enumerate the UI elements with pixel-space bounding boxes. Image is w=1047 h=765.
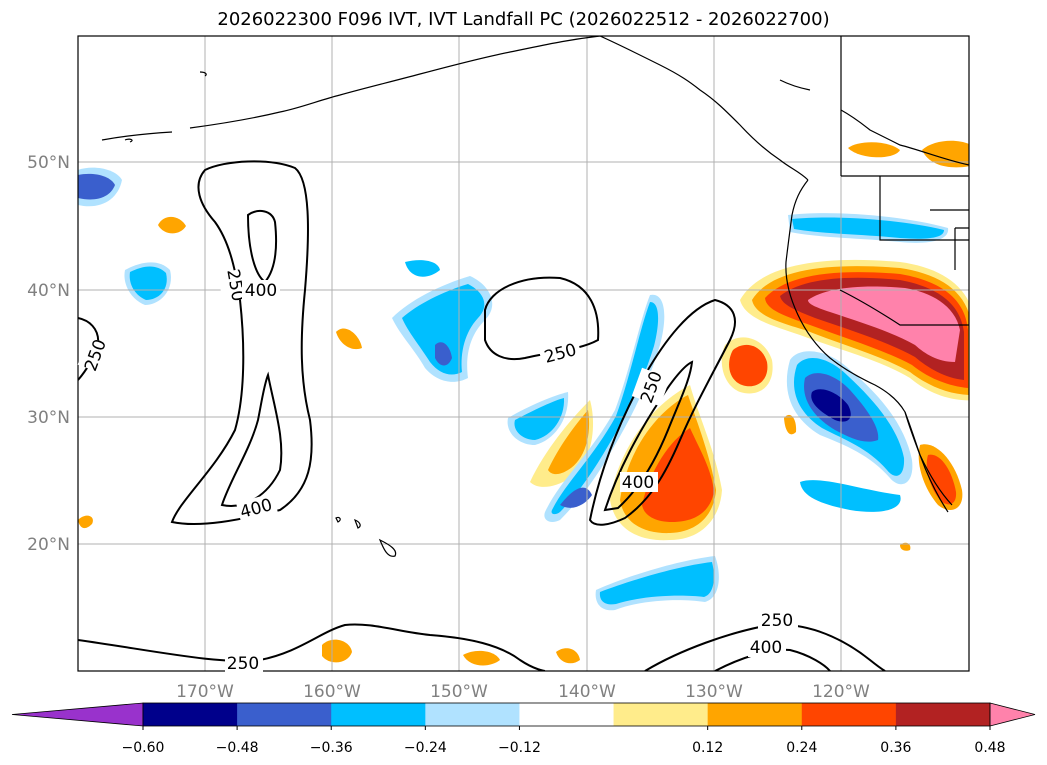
pc-positive-blob-2-core — [548, 410, 590, 475]
colorbar-tick-label: −0.24 — [404, 740, 447, 756]
lon-label: 160°W — [303, 682, 361, 702]
pc-negative-blob-north-core — [792, 217, 944, 239]
colorbar: −0.60 −0.48 −0.36 −0.24 −0.12 0.12 0.24 0.36 0.4… — [11, 702, 1036, 756]
pc-negative-blob-6-core — [129, 266, 167, 300]
pc-negative-blob-south-core — [599, 562, 714, 605]
pc-negative-blob-5 — [800, 480, 901, 512]
pc-negative-blob-7-core — [78, 173, 115, 200]
colorbar-tick-label: −0.36 — [310, 740, 353, 756]
colorbar-tick-label: 0.36 — [880, 740, 911, 756]
lat-label: 30°N — [27, 408, 70, 428]
lat-label: 40°N — [27, 281, 70, 301]
pc-positive-blob-4 — [336, 328, 362, 350]
pc-negative-blob-9-core — [514, 398, 565, 440]
colorbar-box — [237, 703, 332, 726]
colorbar-box — [143, 703, 238, 726]
lon-label: 120°W — [812, 682, 870, 702]
colorbar-box — [707, 703, 803, 726]
pc-positive-blob-canada-2 — [922, 140, 969, 168]
pc-positive-blob-1-core — [729, 344, 768, 387]
contour-label: 250 — [761, 611, 793, 631]
lat-label: 50°N — [27, 153, 70, 173]
latitude-labels: 50°N 40°N 30°N 20°N — [27, 153, 70, 555]
ivt-contours — [78, 160, 886, 671]
colorbar-tick-label: 0.12 — [692, 740, 723, 756]
pc-positive-blob-8 — [784, 414, 797, 435]
ivt-contour-400-southeast — [714, 648, 831, 671]
pc-positive-blob-7 — [556, 648, 580, 664]
pc-positive-region-west-coast — [740, 259, 969, 401]
ivt-contour-250-central — [484, 276, 600, 360]
pc-positive-blob-baja-core — [926, 454, 957, 505]
ivt-contour-250-south — [78, 623, 546, 671]
colorbar-tick-label: 0.48 — [974, 740, 1005, 756]
colorbar-box — [613, 703, 709, 726]
ivt-contour-250-southeast — [644, 623, 886, 671]
pc-positive-blob-3 — [158, 216, 186, 234]
contour-label: 250 — [227, 654, 259, 674]
colorbar-extend-min — [11, 702, 144, 727]
colorbar-tick-label: −0.60 — [122, 740, 165, 756]
colorbar-box — [519, 703, 615, 726]
contour-label: 400 — [750, 638, 782, 658]
colorbar-box — [895, 703, 991, 726]
pc-positive-blob-5 — [322, 639, 352, 663]
longitude-labels: 170°W 160°W 150°W 140°W 130°W 120°W — [176, 682, 870, 702]
pc-positive-blob-9 — [78, 515, 93, 529]
lon-label: 140°W — [558, 682, 616, 702]
colorbar-box — [425, 703, 520, 726]
lat-label: 20°N — [27, 535, 70, 555]
map-area — [78, 36, 969, 671]
lon-label: 130°W — [685, 682, 743, 702]
colorbar-tick-label: −0.48 — [216, 740, 259, 756]
pc-positive-blob-canada-1 — [848, 142, 900, 158]
pc-negative-region-band — [544, 294, 665, 523]
map-frame — [77, 35, 970, 672]
pc-negative-region-central — [392, 276, 493, 382]
coastlines — [101, 36, 969, 557]
contour-label: 400 — [245, 281, 277, 301]
colorbar-tick-label: 0.24 — [786, 740, 817, 756]
colorbar-box — [331, 703, 426, 726]
colorbar-box — [801, 703, 897, 726]
pc-small-blob — [900, 542, 911, 551]
lon-label: 170°W — [176, 682, 234, 702]
ivt-contour-400-band — [603, 360, 694, 512]
colorbar-extend-max — [989, 702, 1036, 727]
map-title: 2026022300 F096 IVT, IVT Landfall PC (20… — [217, 9, 830, 30]
ivt-contour-400-west — [220, 209, 283, 507]
pc-negative-blob-8 — [405, 260, 440, 277]
contour-label: 400 — [622, 473, 654, 493]
lon-label: 150°W — [430, 682, 488, 702]
contour-labels: 250 400 250 250 250 400 250 400 250 400 — [77, 267, 798, 674]
colorbar-frame — [142, 702, 991, 727]
colorbar-tick-label: −0.12 — [498, 740, 541, 756]
pc-fill-layer — [78, 140, 969, 666]
pc-positive-blob-6 — [463, 650, 500, 666]
